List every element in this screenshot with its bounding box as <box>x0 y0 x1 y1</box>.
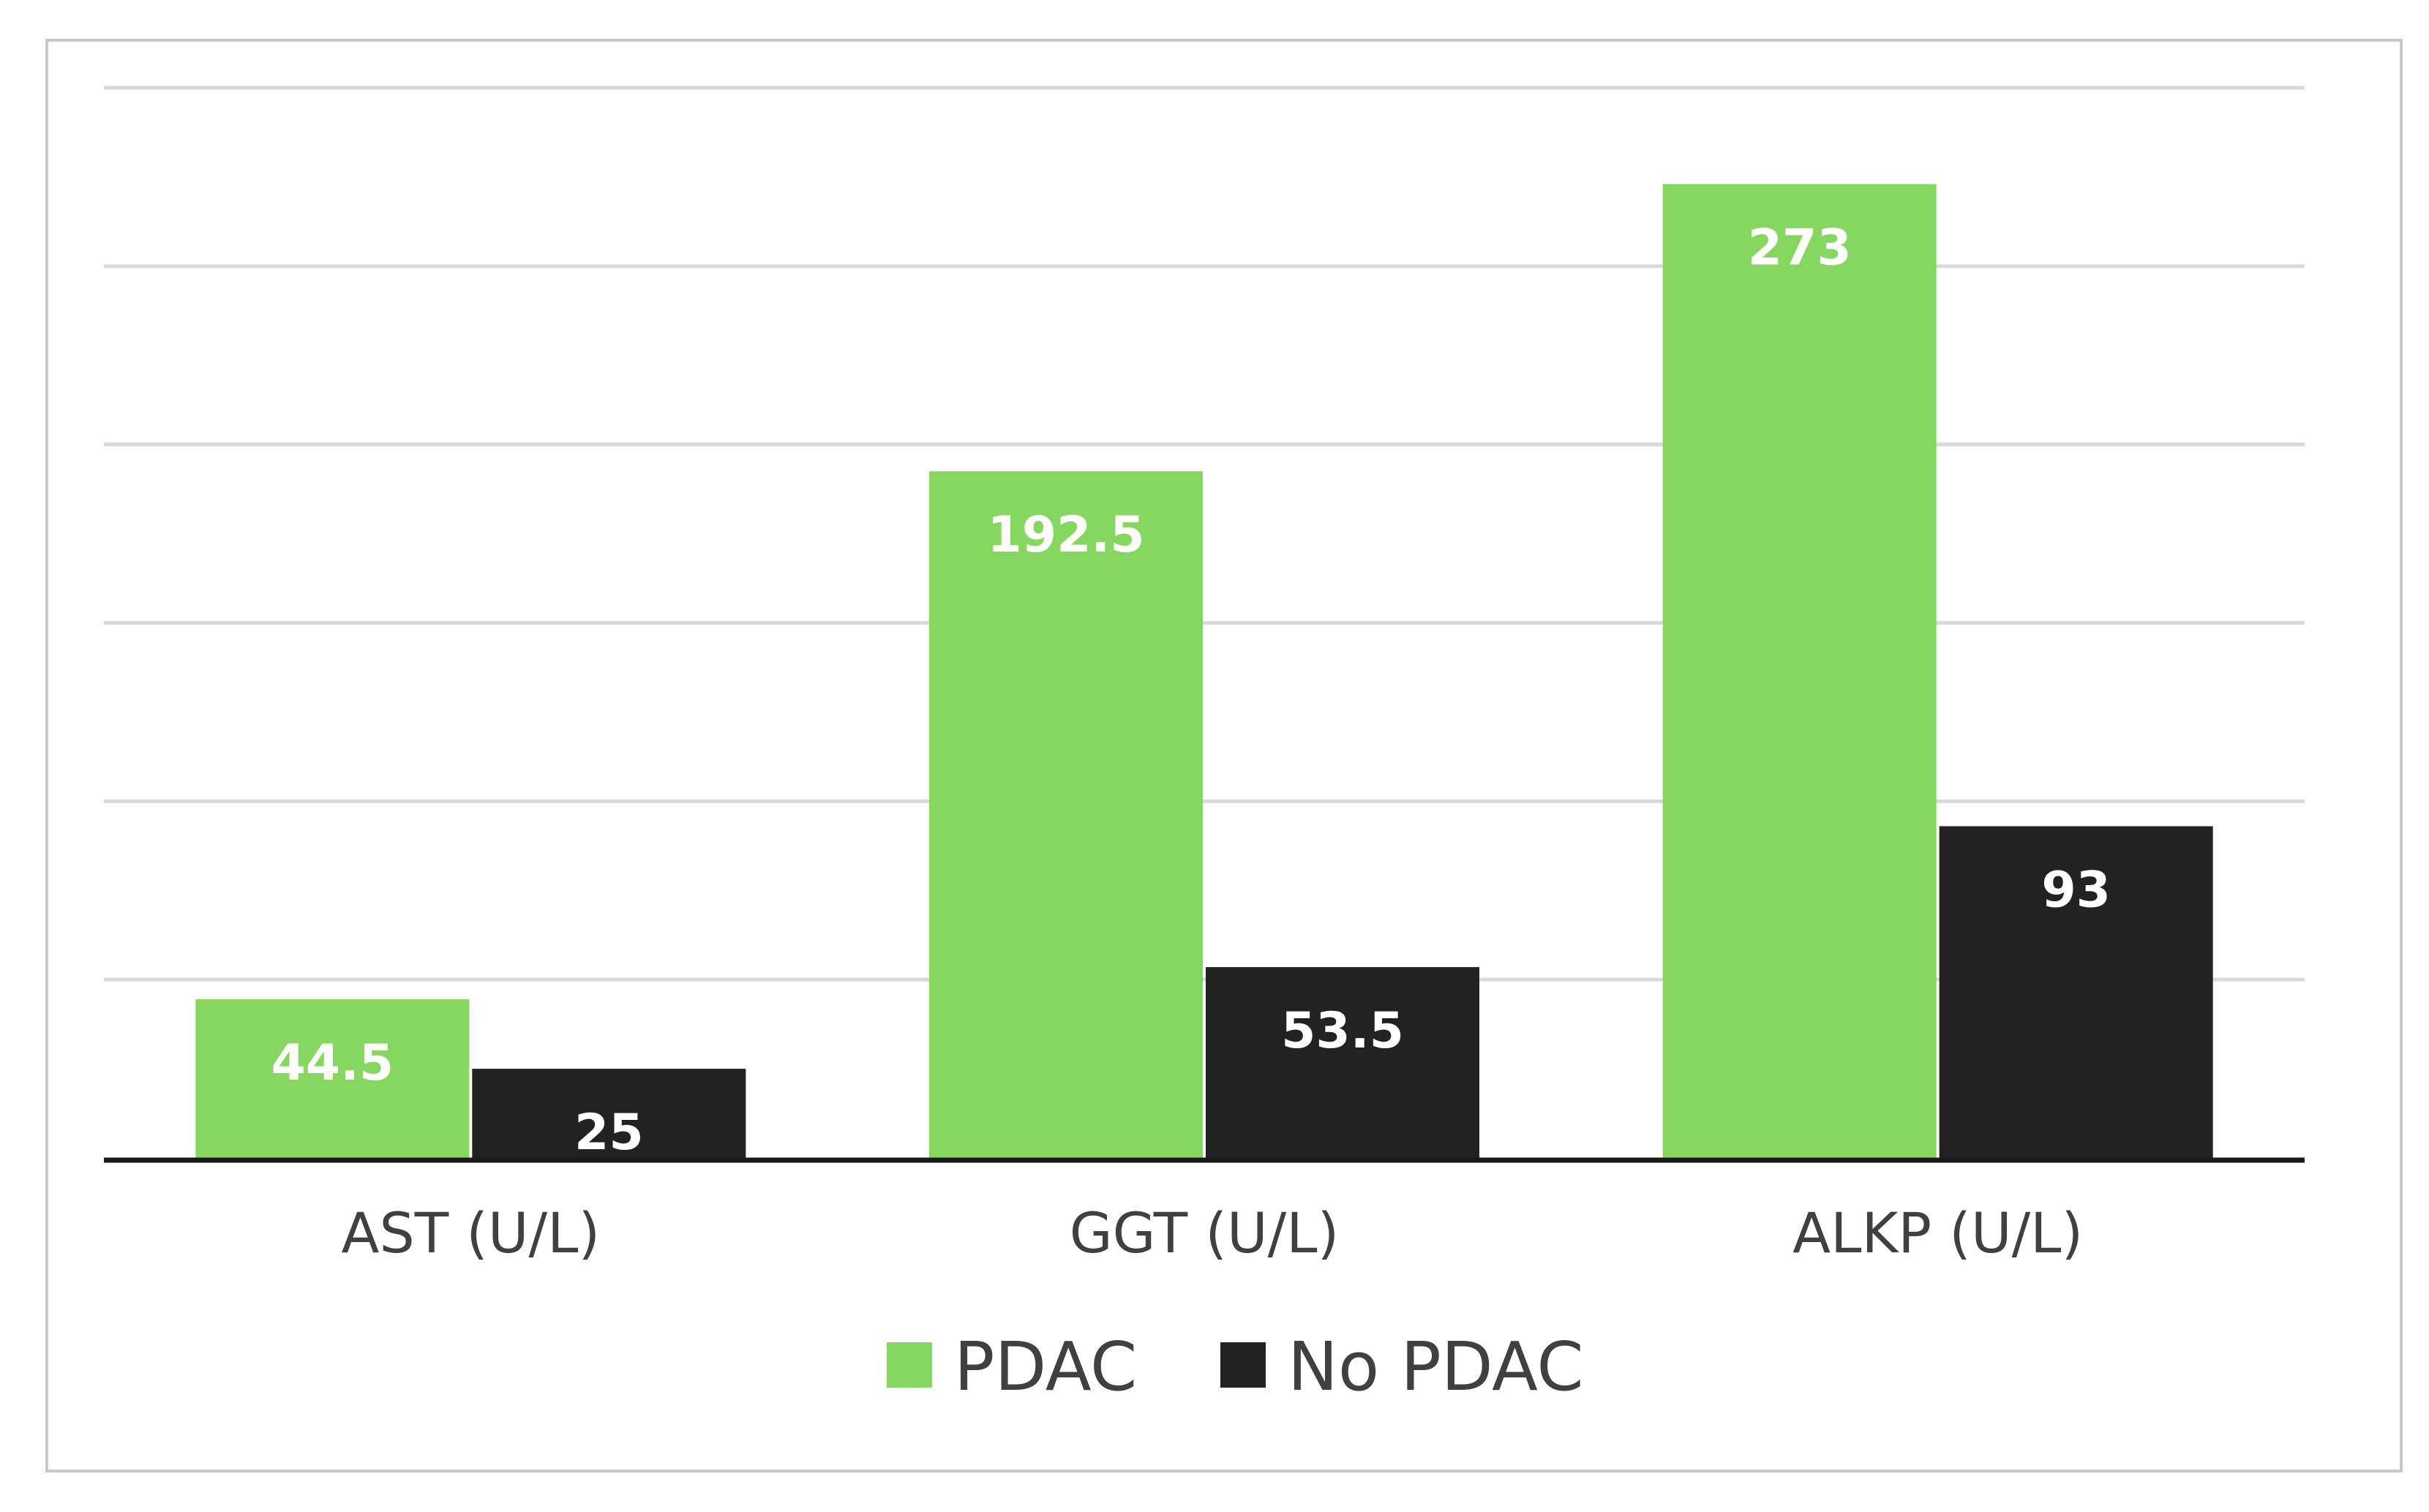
data-label-no-pdac-0: 25 <box>574 1104 644 1162</box>
bar-pdac-1 <box>929 471 1203 1158</box>
data-label-pdac-2: 273 <box>1748 219 1852 277</box>
bar-pdac-0 <box>195 998 470 1158</box>
data-label-pdac-1: 192.5 <box>987 506 1144 564</box>
bars <box>195 184 2213 1158</box>
legend-label-pdac: PDAC <box>954 1328 1137 1406</box>
bar-no-pdac-0 <box>472 1069 746 1158</box>
legend-swatch-no-pdac <box>1220 1342 1266 1388</box>
chart-border <box>45 39 2403 1472</box>
data-labels: 44.5 25 192.5 53.5 273 93 <box>271 219 2111 1162</box>
data-label-no-pdac-1: 53.5 <box>1281 1002 1404 1060</box>
x-tick-label-1: GGT (U/L) <box>1070 1200 1340 1265</box>
data-label-no-pdac-2: 93 <box>2041 861 2111 919</box>
legend-swatch-pdac <box>887 1342 932 1388</box>
legend: PDAC No PDAC <box>887 1328 1584 1406</box>
x-tick-label-2: ALKP (U/L) <box>1792 1200 2083 1265</box>
bar-pdac-2 <box>1662 184 1937 1158</box>
data-label-pdac-0: 44.5 <box>271 1034 394 1092</box>
legend-label-no-pdac: No PDAC <box>1288 1328 1584 1406</box>
x-tick-label-0: AST (U/L) <box>341 1200 600 1265</box>
bar-no-pdac-1 <box>1206 967 1479 1158</box>
gridlines <box>104 86 2305 982</box>
bar-no-pdac-2 <box>1939 826 2213 1158</box>
x-axis: AST (U/L) GGT (U/L) ALKP (U/L) <box>104 1157 2305 1265</box>
